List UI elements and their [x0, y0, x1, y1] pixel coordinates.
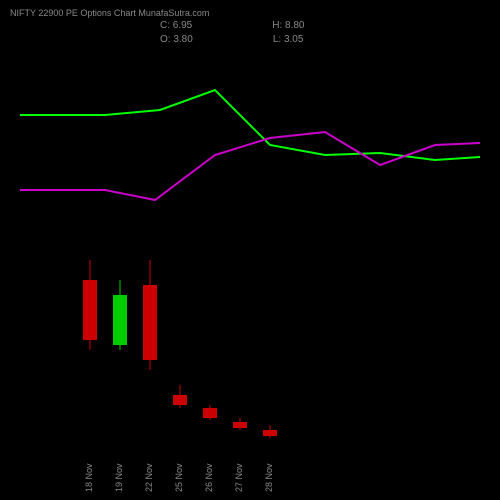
x-axis-labels: 18 Nov 19 Nov 22 Nov 25 Nov 26 Nov 27 Nov 28 N… — [20, 450, 480, 500]
candle-body — [233, 422, 247, 428]
x-axis-label: 27 Nov — [234, 463, 244, 492]
ohlc-row-1: C: 6.95 H: 8.80 — [160, 20, 305, 31]
x-axis-label: 26 Nov — [204, 463, 214, 492]
x-axis-label: 28 Nov — [264, 463, 274, 492]
chart-svg — [20, 50, 480, 450]
candle-body — [263, 430, 277, 436]
close-value: C: 6.95 — [160, 20, 192, 31]
x-axis-label: 18 Nov — [84, 463, 94, 492]
x-axis-label: 22 Nov — [144, 463, 154, 492]
candle-body — [83, 280, 97, 340]
chart-area — [20, 50, 480, 450]
candle-body — [203, 408, 217, 418]
candle-body — [173, 395, 187, 405]
candle-body — [143, 285, 157, 360]
x-axis-label: 19 Nov — [114, 463, 124, 492]
chart-title: NIFTY 22900 PE Options Chart MunafaSutra… — [10, 8, 209, 18]
open-value: O: 3.80 — [160, 34, 193, 45]
x-axis-label: 25 Nov — [174, 463, 184, 492]
candle-body — [113, 295, 127, 345]
indicator-line-magenta — [20, 132, 480, 200]
low-value: L: 3.05 — [273, 34, 304, 45]
ohlc-row-2: O: 3.80 L: 3.05 — [160, 34, 303, 45]
indicator-line-green — [20, 90, 480, 160]
high-value: H: 8.80 — [272, 20, 304, 31]
